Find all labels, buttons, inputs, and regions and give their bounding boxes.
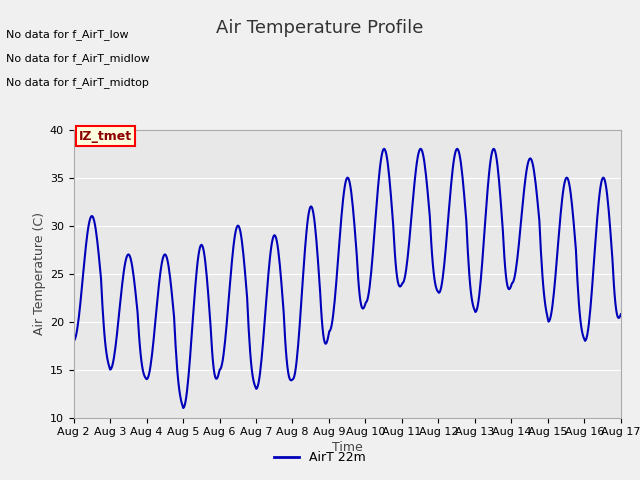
Text: Air Temperature Profile: Air Temperature Profile bbox=[216, 19, 424, 37]
Y-axis label: Air Temperature (C): Air Temperature (C) bbox=[33, 212, 45, 335]
Text: IZ_tmet: IZ_tmet bbox=[79, 130, 132, 143]
Text: No data for f_AirT_low: No data for f_AirT_low bbox=[6, 29, 129, 40]
X-axis label: Time: Time bbox=[332, 442, 363, 455]
Text: No data for f_AirT_midlow: No data for f_AirT_midlow bbox=[6, 53, 150, 64]
Text: No data for f_AirT_midtop: No data for f_AirT_midtop bbox=[6, 77, 149, 88]
Legend: AirT 22m: AirT 22m bbox=[269, 446, 371, 469]
